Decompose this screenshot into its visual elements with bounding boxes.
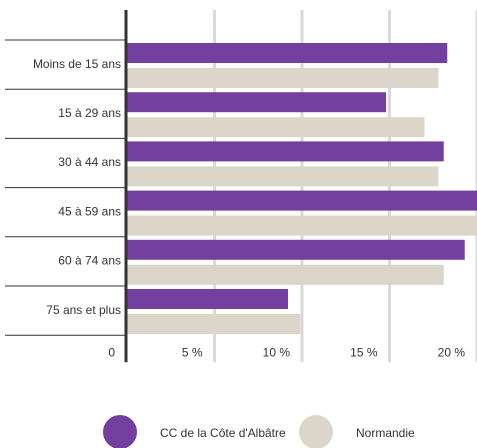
x-tick-label: 20 % — [438, 345, 466, 359]
bar — [127, 141, 444, 162]
legend-label: Normandie — [356, 426, 415, 440]
bar — [127, 117, 425, 138]
y-tick-label: Moins de 15 ans — [33, 57, 121, 71]
y-tick-label: 30 à 44 ans — [58, 155, 121, 169]
bar — [127, 43, 448, 63]
y-tick-label: 75 ans et plus — [46, 303, 121, 317]
bar — [127, 239, 465, 260]
bar — [127, 314, 301, 334]
bar — [127, 215, 477, 236]
x-tick-label: 10 % — [263, 345, 291, 359]
bar — [127, 92, 386, 113]
x-tick-label: 15 % — [350, 345, 378, 359]
legend-label: CC de la Côte d'Albâtre — [160, 426, 286, 440]
bar — [127, 68, 439, 88]
bar — [127, 289, 288, 309]
y-tick-label: 15 à 29 ans — [58, 106, 121, 120]
x-tick-label: 5 % — [182, 345, 203, 359]
bar — [127, 166, 439, 187]
y-tick-label: 60 à 74 ans — [58, 254, 121, 268]
legend-swatch — [299, 415, 333, 448]
bar — [127, 264, 444, 285]
x-tick-label: 0 — [108, 345, 115, 359]
bar — [127, 190, 477, 211]
y-tick-label: 45 à 59 ans — [58, 204, 121, 218]
legend-swatch — [103, 415, 137, 448]
